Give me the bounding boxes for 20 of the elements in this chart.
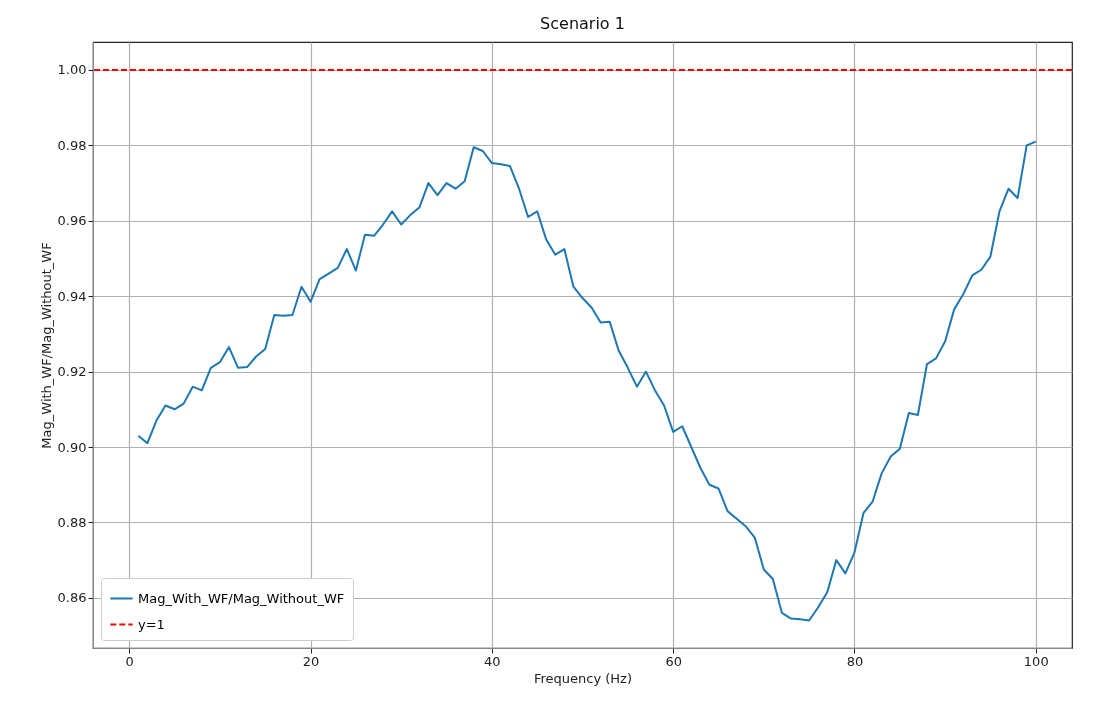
y-axis-title: Mag_With_WF/Mag_Without_WF bbox=[38, 242, 54, 449]
x-tick-label: 20 bbox=[302, 653, 320, 669]
x-tick-label: 100 bbox=[1023, 653, 1049, 669]
y-tick-label: 0.96 bbox=[57, 213, 87, 229]
x-axis-title: Frequency (Hz) bbox=[533, 670, 633, 686]
x-tick-label: 40 bbox=[484, 653, 501, 669]
y-tick-label: 1.00 bbox=[57, 62, 87, 78]
x-tick-label: 60 bbox=[665, 653, 682, 669]
legend-label: Mag_With_WF/Mag_Without_WF bbox=[138, 590, 345, 606]
x-tick-label: 0 bbox=[125, 653, 134, 669]
y-tick-label: 0.88 bbox=[57, 514, 87, 530]
y-tick-label: 0.86 bbox=[57, 590, 87, 606]
y-tick-label: 0.94 bbox=[57, 288, 87, 304]
chart-title: Scenario 1 bbox=[540, 14, 625, 33]
x-tick-label: 80 bbox=[846, 653, 864, 669]
line-series bbox=[137, 140, 1037, 622]
y-tick-label: 0.90 bbox=[57, 439, 87, 455]
y-tick-label: 0.98 bbox=[57, 137, 87, 153]
legend-label: y=1 bbox=[138, 616, 165, 632]
y-tick-label: 0.92 bbox=[57, 364, 87, 380]
